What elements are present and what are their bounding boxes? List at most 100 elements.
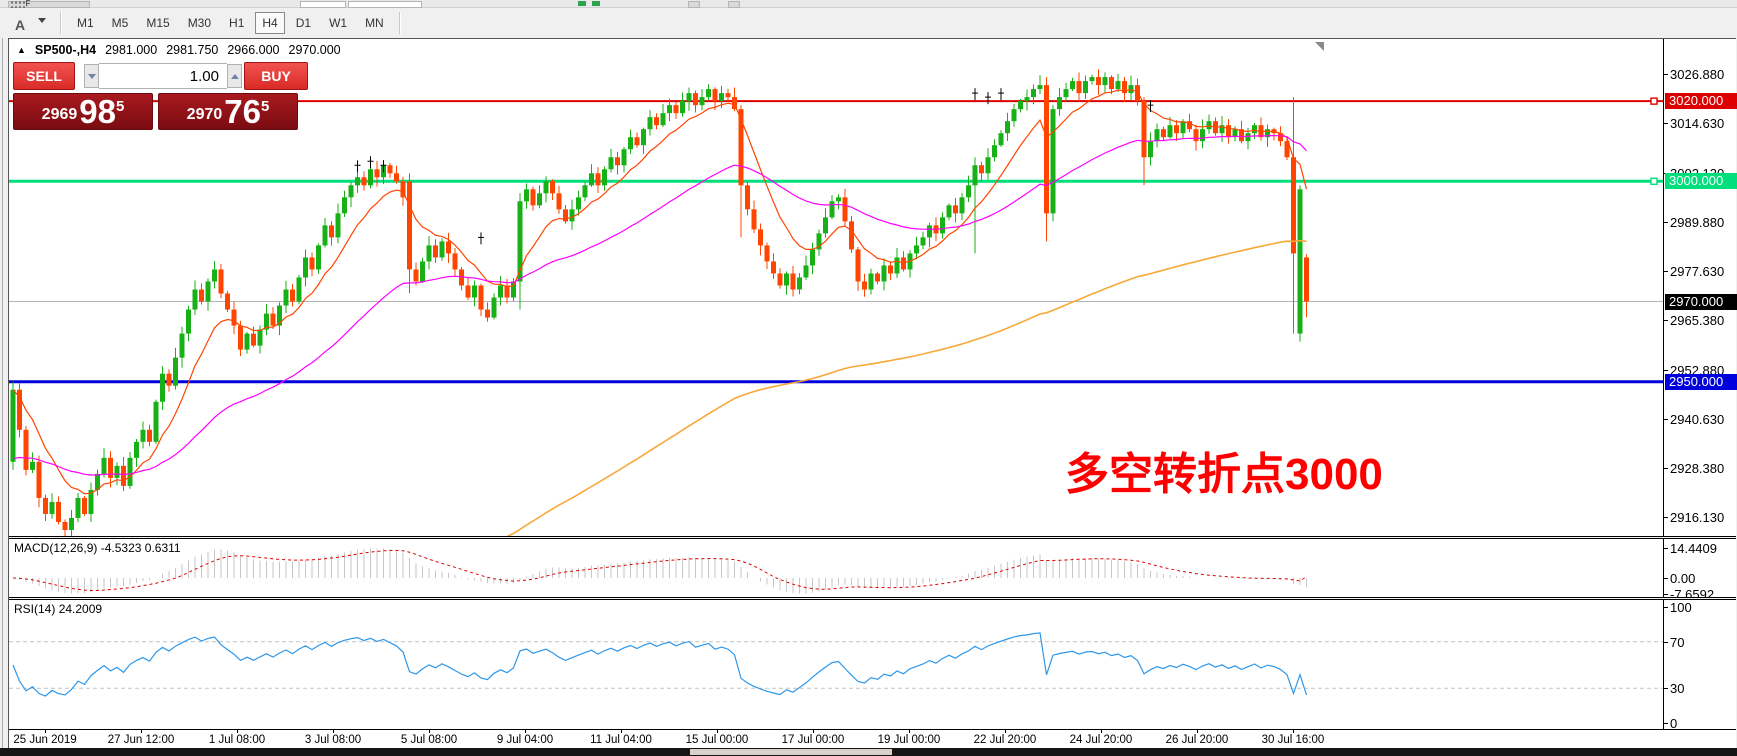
price-tick-mark bbox=[1664, 73, 1668, 75]
candle-body bbox=[985, 157, 991, 174]
candle-body bbox=[1161, 129, 1166, 138]
candle-body bbox=[361, 177, 367, 186]
buy-button[interactable]: BUY bbox=[244, 62, 308, 90]
candle-body bbox=[888, 265, 893, 274]
time-tick-label: 11 Jul 04:00 bbox=[590, 734, 652, 746]
candle-body bbox=[550, 181, 555, 194]
candle-body bbox=[257, 329, 263, 346]
candle-body bbox=[127, 457, 133, 486]
chart-shift-marker-icon[interactable] bbox=[1315, 42, 1324, 51]
candle-body bbox=[368, 169, 373, 186]
macd-signal-line bbox=[12, 549, 1307, 591]
candle-body bbox=[920, 237, 926, 246]
time-tick-mark bbox=[141, 730, 142, 733]
timeframe-button-m30[interactable]: M30 bbox=[181, 12, 218, 34]
buy-price-display[interactable]: 2970 76 5 bbox=[158, 93, 298, 130]
candle-body bbox=[1291, 157, 1296, 254]
timeframe-button-mn[interactable]: MN bbox=[358, 12, 391, 34]
volume-decrease-button[interactable] bbox=[84, 64, 99, 88]
candle-body bbox=[745, 185, 750, 210]
volume-increase-button[interactable] bbox=[227, 64, 242, 88]
candle-body bbox=[1278, 133, 1283, 142]
price-axis[interactable]: 3026.8803014.6303002.1302989.8802977.630… bbox=[9, 39, 1737, 536]
candle-body bbox=[517, 201, 523, 282]
clipped-toolbar-fragment bbox=[728, 1, 740, 8]
candle-body bbox=[290, 289, 295, 302]
candle-body bbox=[192, 289, 198, 310]
candle-body bbox=[49, 501, 55, 514]
rsi-tick-label: 70 bbox=[1670, 634, 1685, 650]
panel-splitter[interactable] bbox=[9, 536, 1736, 539]
price-tick-label: 2928.380 bbox=[1670, 461, 1725, 477]
rsi-panel: RSI(14) 24.2009 100 70 30 0 bbox=[9, 600, 1736, 731]
candle-body bbox=[1096, 77, 1101, 86]
timeframe-button-w1[interactable]: W1 bbox=[322, 12, 354, 34]
rsi-tick-mark bbox=[1664, 641, 1668, 643]
candle-body bbox=[114, 465, 120, 478]
collapse-arrow-icon[interactable]: ▲ bbox=[17, 45, 26, 55]
candle-body bbox=[1109, 77, 1114, 90]
sell-price-display[interactable]: 2969 98 5 bbox=[13, 93, 153, 130]
candle-body bbox=[680, 101, 685, 114]
candle-body bbox=[686, 93, 692, 102]
time-axis[interactable]: 25 Jun 2019 27 Jun 12:00 1 Jul 08:00 3 Jul … bbox=[9, 729, 1736, 750]
candle-body bbox=[1044, 85, 1049, 214]
candle-body bbox=[342, 197, 347, 214]
candle-body bbox=[927, 225, 932, 238]
candle-body bbox=[452, 253, 458, 270]
timeframe-button-m15[interactable]: M15 bbox=[139, 12, 176, 34]
candle-body bbox=[17, 389, 22, 430]
timeframe-button-m5[interactable]: M5 bbox=[105, 12, 136, 34]
candle-body bbox=[615, 157, 620, 166]
candle-body bbox=[1031, 89, 1036, 98]
candle-body bbox=[277, 305, 282, 326]
candle-body bbox=[1005, 121, 1010, 134]
candle-body bbox=[244, 333, 250, 350]
candle-body bbox=[23, 429, 29, 470]
panel-splitter[interactable] bbox=[9, 597, 1736, 600]
down-arrow-icon bbox=[87, 73, 96, 79]
candle-body bbox=[1148, 141, 1153, 158]
timeframe-button-h1[interactable]: H1 bbox=[222, 12, 251, 34]
sell-button[interactable]: SELL bbox=[13, 62, 75, 90]
macd-name: MACD(12,26,9) bbox=[14, 541, 98, 555]
candle-body bbox=[777, 273, 783, 286]
candle-body bbox=[894, 257, 900, 274]
dropdown-caret-icon[interactable] bbox=[38, 17, 46, 23]
candle-body bbox=[420, 261, 425, 282]
candle-body bbox=[998, 133, 1004, 146]
candle-body bbox=[153, 401, 159, 442]
fibonacci-grid-icon-button[interactable]: F bbox=[6, 0, 34, 11]
candle-body bbox=[693, 93, 698, 106]
candle-body bbox=[446, 241, 451, 254]
buy-price-small: 2970 bbox=[186, 106, 223, 123]
candle-body bbox=[218, 269, 224, 294]
candle-body bbox=[1232, 129, 1238, 138]
candle-body bbox=[868, 273, 874, 290]
timeframe-button-h4[interactable]: H4 bbox=[255, 12, 285, 34]
candle-body bbox=[732, 97, 737, 110]
ohlc-close: 2970.000 bbox=[288, 43, 341, 57]
clipped-green-icon bbox=[578, 1, 586, 6]
candle-body bbox=[212, 269, 217, 282]
timeframe-button-d1[interactable]: D1 bbox=[289, 12, 318, 34]
candle-body bbox=[62, 521, 68, 530]
volume-input[interactable] bbox=[99, 63, 227, 89]
candle-body bbox=[764, 245, 770, 262]
candle-body bbox=[1018, 101, 1023, 110]
text-label-icon-button[interactable]: A bbox=[6, 11, 34, 35]
timeframe-button-m1[interactable]: M1 bbox=[70, 12, 101, 34]
time-tick-label: 27 Jun 12:00 bbox=[107, 734, 175, 746]
price-tick-label: 3026.880 bbox=[1670, 66, 1725, 82]
candle-body bbox=[394, 173, 399, 182]
candle-body bbox=[836, 197, 841, 202]
macd-main-value: -4.5323 bbox=[100, 541, 142, 555]
time-tick-label: 17 Jul 00:00 bbox=[781, 734, 845, 746]
candle-body bbox=[225, 293, 230, 310]
rsi-label: RSI(14) 24.2009 bbox=[14, 602, 102, 616]
time-tick-label: 26 Jul 20:00 bbox=[1165, 734, 1229, 746]
candle-body bbox=[413, 269, 419, 282]
candle-body bbox=[667, 105, 672, 114]
candle-body bbox=[1167, 125, 1173, 138]
